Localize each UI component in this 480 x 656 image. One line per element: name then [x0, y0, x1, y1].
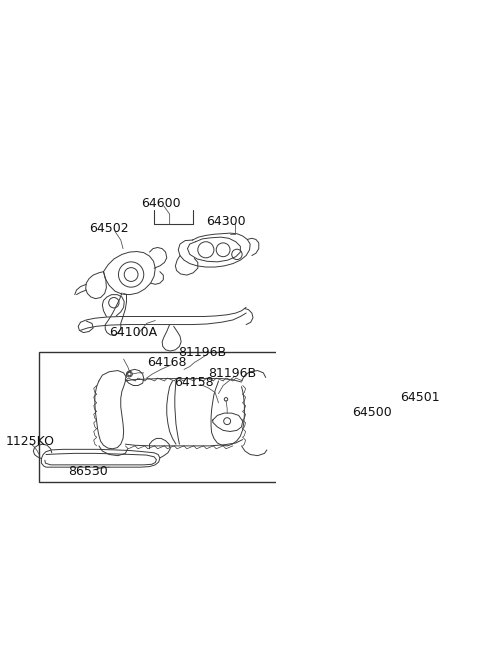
- Text: 64158: 64158: [174, 375, 213, 388]
- Text: 64600: 64600: [141, 197, 180, 211]
- Bar: [39, 352, 338, 482]
- Text: 81196B: 81196B: [178, 346, 227, 359]
- Text: 86530: 86530: [68, 465, 108, 478]
- Text: 64168: 64168: [146, 356, 186, 369]
- Text: 64500: 64500: [352, 406, 392, 419]
- Text: 64501: 64501: [400, 390, 439, 403]
- Text: 81196B: 81196B: [208, 367, 256, 380]
- Text: 64502: 64502: [89, 222, 129, 235]
- Bar: [312, 352, 421, 479]
- Text: 64300: 64300: [206, 215, 245, 228]
- Text: 1125KO: 1125KO: [6, 435, 55, 448]
- Text: 64100A: 64100A: [109, 325, 157, 338]
